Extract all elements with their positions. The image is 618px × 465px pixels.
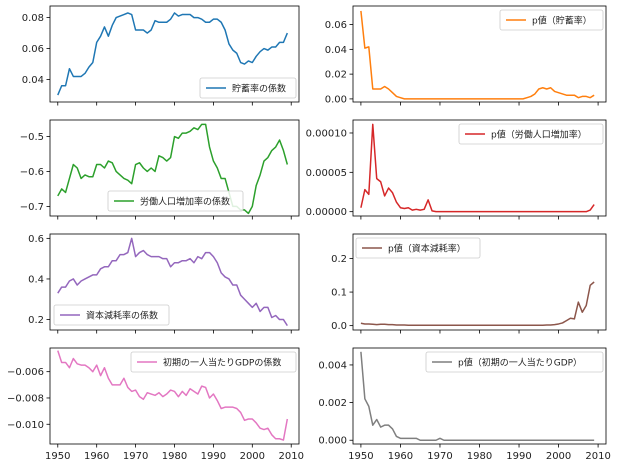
y-tick-label: 0.6 <box>28 234 44 245</box>
y-tick-label: 0.0 <box>331 321 347 332</box>
y-tick-label: 0.002 <box>318 398 347 409</box>
legend: p値（労働人口増加率） <box>458 123 604 145</box>
y-tick-label: 0.04 <box>22 75 44 86</box>
x-tick-label: 1980 <box>162 451 187 462</box>
legend-label: p値（初期の一人当たりGDP） <box>458 357 582 369</box>
axes-frame <box>49 5 300 103</box>
axes-frame <box>352 5 607 103</box>
subplot-4: 0.00000 0.00005 0.00010 p値（労働人口増加率） <box>306 119 607 220</box>
y-tick-label: 0.00005 <box>306 168 347 179</box>
x-tick-label: 1950 <box>45 451 70 462</box>
y-tick-label: −0.6 <box>20 167 44 178</box>
legend: 初期の一人当たりGDPの係数 <box>130 351 297 373</box>
subplot-1: 0.04 0.06 0.08 貯蓄率の係数 <box>22 5 300 106</box>
legend: p値（初期の一人当たりGDP） <box>425 351 604 373</box>
y-tick-label: 0.00010 <box>306 128 347 139</box>
series-line <box>360 351 595 441</box>
y-tick-label: −0.010 <box>7 420 44 431</box>
legend-label: 貯蓄率の係数 <box>232 83 286 95</box>
subplot-3: −0.7 −0.6 −0.5 労働人口増加率の係数 <box>20 119 300 220</box>
x-tick-label: 2000 <box>240 451 265 462</box>
subplot-7: −0.006 −0.008 −0.010 1950 1960 1970 1980 1990 20… <box>7 347 304 462</box>
y-tick-label: 0.00000 <box>306 207 347 218</box>
y-tick-label: −0.7 <box>20 202 44 213</box>
subplot-8: 0.000 0.002 0.004 1950 1960 1970 1980 1990 2000 2… <box>318 347 611 462</box>
y-tick-label: 0.1 <box>331 288 347 299</box>
x-tick-label: 1970 <box>427 451 452 462</box>
legend-box <box>499 9 604 31</box>
axes-frame <box>352 347 607 445</box>
legend: 貯蓄率の係数 <box>199 77 297 99</box>
y-tick-label: −0.5 <box>20 132 44 143</box>
legend-label: p値（労働人口増加率） <box>491 129 587 141</box>
legend: 資本減耗率の係数 <box>53 304 170 326</box>
subplot-6: 0.0 0.1 0.2 p値（資本減耗率） <box>331 233 607 334</box>
legend-label: 資本減耗率の係数 <box>86 310 158 322</box>
legend-label: 労働人口増加率の係数 <box>140 196 230 208</box>
legend: p値（貯蓄率） <box>499 9 604 31</box>
y-tick-label: 0.000 <box>318 436 347 447</box>
legend-label: p値（資本減耗率） <box>388 243 466 255</box>
legend-box <box>107 190 244 212</box>
y-tick-label: 0.04 <box>325 45 347 56</box>
axes-frame <box>49 233 300 331</box>
legend: p値（資本減耗率） <box>355 237 481 259</box>
legend-box <box>130 351 297 373</box>
x-tick-label: 1990 <box>506 451 531 462</box>
x-tick-label: 2010 <box>278 451 303 462</box>
subplot-5: 0.2 0.4 0.6 資本減耗率の係数 <box>28 233 300 334</box>
y-tick-label: 0.2 <box>331 254 347 265</box>
legend: 労働人口増加率の係数 <box>107 190 244 212</box>
legend-box <box>458 123 604 145</box>
y-tick-label: 0.02 <box>325 70 347 81</box>
y-tick-label: −0.006 <box>7 367 44 378</box>
y-tick-label: 0.08 <box>22 13 44 24</box>
legend-label: 初期の一人当たりGDPの係数 <box>163 357 281 369</box>
axes-frame <box>49 119 300 217</box>
y-tick-label: 0.06 <box>325 20 347 31</box>
y-tick-label: 0.00 <box>325 94 347 105</box>
subplot-2: 0.00 0.02 0.04 0.06 p値（貯蓄率） <box>325 5 607 106</box>
y-tick-label: −0.008 <box>7 393 44 404</box>
legend-box <box>53 304 170 326</box>
axes-frame <box>352 233 607 331</box>
axes-frame <box>49 347 300 445</box>
legend-box <box>425 351 604 373</box>
legend-box <box>355 237 481 259</box>
series-line <box>360 123 595 213</box>
x-tick-label: 2000 <box>546 451 571 462</box>
series-line <box>57 12 289 96</box>
legend-label: p値（貯蓄率） <box>532 15 592 27</box>
y-tick-label: 0.4 <box>28 274 44 285</box>
x-tick-label: 1960 <box>388 451 413 462</box>
series-line <box>57 350 289 441</box>
x-tick-label: 1980 <box>467 451 492 462</box>
legend-box <box>199 77 297 99</box>
series-line <box>360 281 595 327</box>
x-tick-label: 2010 <box>585 451 610 462</box>
x-tick-label: 1960 <box>84 451 109 462</box>
series-line <box>57 237 288 327</box>
series-line <box>360 10 595 100</box>
y-tick-label: 0.004 <box>318 360 347 371</box>
y-tick-label: 0.2 <box>28 315 44 326</box>
x-tick-label: 1950 <box>348 451 373 462</box>
y-tick-label: 0.06 <box>22 44 44 55</box>
x-tick-label: 1970 <box>123 451 148 462</box>
x-tick-label: 1990 <box>201 451 226 462</box>
axes-frame <box>352 119 607 217</box>
series-line <box>57 123 289 215</box>
